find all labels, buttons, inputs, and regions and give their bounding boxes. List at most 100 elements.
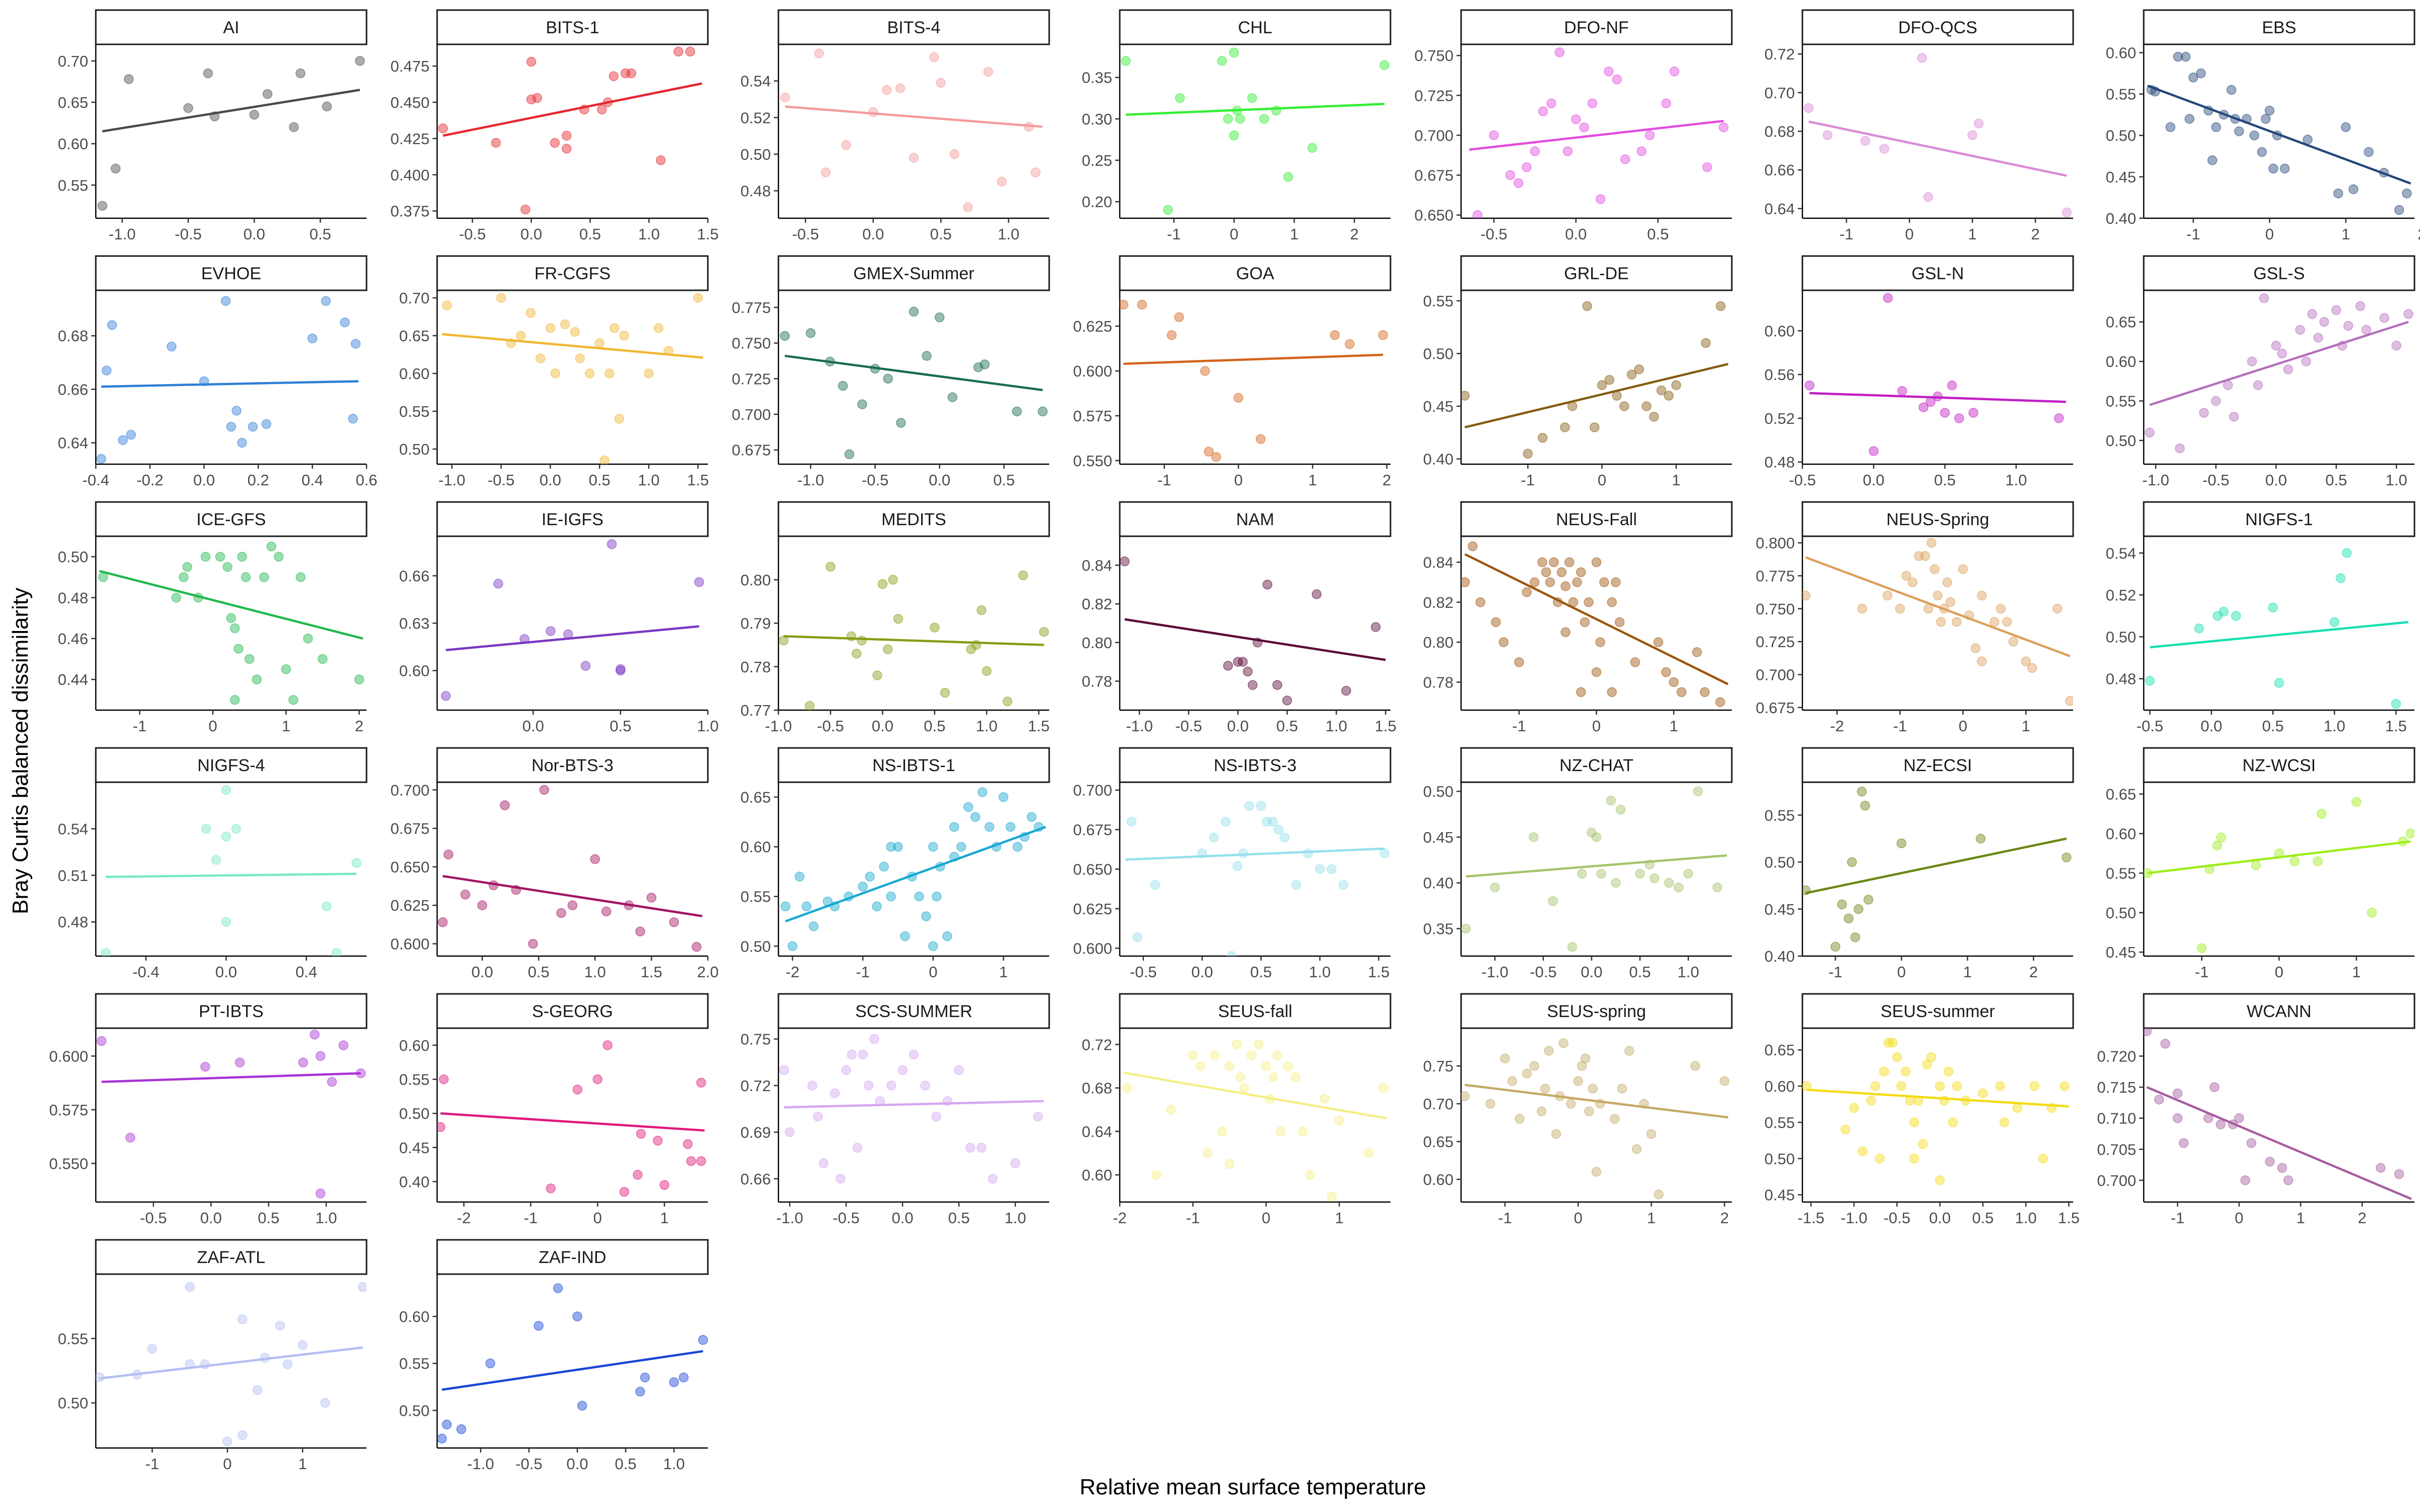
data-point — [1879, 144, 1890, 154]
data-point — [1530, 577, 1540, 587]
data-point — [2283, 1175, 2293, 1185]
data-point — [1626, 369, 1637, 380]
data-point — [1909, 1154, 1919, 1164]
data-point — [2333, 188, 2343, 199]
trend-line — [785, 826, 1046, 923]
data-point — [1882, 590, 1893, 601]
data-point — [1611, 877, 1621, 888]
x-tick-label: 1 — [298, 1455, 307, 1473]
data-point — [2145, 427, 2155, 438]
data-point — [1595, 637, 1605, 647]
data-point — [1571, 114, 1581, 124]
data-point — [456, 1424, 466, 1434]
y-tick-label: 0.675 — [1073, 821, 1112, 839]
data-point — [1612, 74, 1622, 85]
panel-title: GSL-N — [1912, 264, 1964, 283]
data-point — [1272, 680, 1283, 690]
data-point — [295, 572, 306, 582]
x-tick-label: 0 — [2275, 963, 2283, 981]
data-point — [351, 858, 361, 868]
trend-line — [1125, 847, 1385, 861]
panel-strip — [777, 9, 1050, 45]
data-point — [977, 605, 987, 615]
panel-pt-ibts: PT-IBTS -0.5 0.0 0.5 1.0 0.550 0.575 0.600 — [49, 993, 368, 1227]
trend-line — [785, 105, 1043, 128]
y-tick-label: 0.705 — [2097, 1141, 2136, 1158]
data-point — [858, 1049, 868, 1060]
x-tick-label: 0.0 — [200, 1209, 222, 1227]
data-point — [1012, 406, 1022, 417]
data-point — [609, 323, 620, 333]
data-point — [288, 695, 298, 705]
panel-title: EBS — [2262, 18, 2296, 37]
data-point — [1883, 293, 1893, 303]
x-tick-label: 0.0 — [1581, 963, 1602, 981]
y-tick-label: 0.650 — [1414, 207, 1454, 224]
y-tick-label: 0.55 — [741, 888, 771, 906]
data-point — [1556, 567, 1567, 578]
data-point — [1630, 657, 1640, 667]
data-point — [1940, 408, 1950, 418]
x-tick-label: 0.5 — [589, 471, 611, 489]
data-point — [1259, 114, 1269, 124]
data-point — [879, 861, 889, 872]
data-point — [126, 429, 136, 440]
x-tick-label: -0.5 — [515, 1455, 542, 1473]
data-point — [1669, 67, 1679, 77]
panel-title: FR-CGFS — [534, 264, 611, 283]
data-point — [928, 842, 938, 852]
x-tick-label: 0.2 — [248, 471, 269, 489]
panel-strip — [1460, 501, 1733, 537]
data-point — [1379, 60, 1389, 70]
data-point — [1290, 1072, 1301, 1082]
data-point — [331, 948, 342, 956]
x-tick-label: 0.0 — [1863, 471, 1885, 489]
data-point — [1505, 170, 1516, 180]
data-point — [520, 205, 530, 215]
x-tick-label: -2 — [457, 1209, 471, 1227]
data-point — [252, 1385, 263, 1395]
data-point — [1874, 1154, 1885, 1164]
panel-zaf-ind: ZAF-IND -1.0 -0.5 0.0 0.5 1.0 0.50 0.55 0.60 — [399, 1239, 709, 1473]
y-tick-label: 0.625 — [1073, 318, 1112, 335]
data-point — [942, 931, 952, 941]
data-point — [178, 572, 189, 582]
panel-strip — [2143, 747, 2415, 783]
data-point — [1174, 312, 1184, 323]
data-point — [1461, 577, 1470, 587]
y-tick-label: 0.72 — [741, 1077, 771, 1095]
data-point — [2289, 856, 2300, 866]
data-point — [1031, 167, 1041, 177]
data-point — [2247, 356, 2257, 366]
data-point — [1935, 1081, 1945, 1091]
data-point — [1977, 656, 1987, 667]
data-point — [1514, 178, 1524, 188]
data-point — [1244, 801, 1254, 811]
data-point — [1246, 1050, 1256, 1060]
data-points — [1120, 556, 1381, 706]
y-tick-label: 0.50 — [1765, 1150, 1795, 1168]
data-point — [1522, 1068, 1532, 1079]
trend-line — [442, 875, 703, 917]
trend-line — [1124, 618, 1386, 661]
data-point — [1315, 864, 1325, 874]
data-point — [1461, 923, 1471, 934]
panel-title: GOA — [1236, 264, 1275, 283]
y-tick-label: 0.70 — [1765, 84, 1795, 102]
data-point — [1907, 577, 1918, 588]
panel-scs-summer: SCS-SUMMER -1.0 -0.5 0.0 0.5 1.0 0.66 0.69 0.72 0… — [741, 993, 1050, 1227]
data-point — [230, 695, 240, 705]
data-point — [439, 1074, 449, 1085]
y-tick-label: 0.69 — [741, 1123, 771, 1141]
data-point — [1538, 106, 1548, 116]
data-point — [869, 1034, 879, 1044]
panel-ai: AI -1.0 -0.5 0.0 0.5 0.55 0.60 0.65 0.70 — [58, 9, 368, 243]
y-tick-label: 0.64 — [58, 434, 88, 452]
data-point — [1715, 697, 1725, 707]
data-point — [1954, 413, 1964, 423]
data-point — [310, 1030, 320, 1040]
data-point — [2355, 301, 2366, 311]
trend-line — [2149, 321, 2409, 406]
data-point — [1719, 1076, 1730, 1086]
data-point — [2335, 573, 2346, 583]
